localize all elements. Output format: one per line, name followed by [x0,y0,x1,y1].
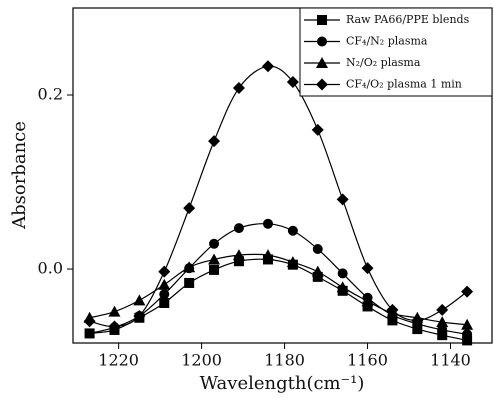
series-line [89,253,468,326]
data-point [208,253,221,265]
data-point [209,238,220,249]
data-point [387,315,398,326]
legend-marker [317,36,327,47]
data-point [208,135,221,148]
series-line [89,258,468,341]
data-point [232,82,245,95]
data-point [286,256,299,268]
data-point [362,301,373,312]
plot-frame [72,7,493,344]
data-point [386,303,399,316]
data-point [261,249,274,261]
data-point [337,268,348,279]
legend-box [299,7,493,97]
data-point [436,303,449,316]
data-point [158,265,171,278]
data-point [184,277,195,288]
x-tick-label: 1160 [347,351,388,370]
x-axis-label: Wavelength(cm⁻¹) [200,373,365,394]
data-point [361,262,374,275]
data-point [336,281,349,293]
y-tick-label: 0.2 [38,85,63,104]
y-tick-label: 0.0 [38,259,63,278]
data-point [159,289,170,300]
legend-marker [316,78,328,91]
data-point [133,294,146,306]
y-axis-label: Absorbance [9,121,30,230]
data-point [462,335,473,346]
data-point [108,320,121,333]
x-tick-label: 1140 [430,351,471,370]
data-point [261,60,274,73]
series-line [89,223,468,335]
data-point [437,324,448,335]
data-point [183,261,196,273]
data-point [287,225,298,236]
x-tick-label: 1180 [264,351,305,370]
data-point [461,318,474,330]
data-point [108,305,121,317]
x-tick-label: 1200 [181,351,222,370]
data-point [83,315,96,328]
data-point [233,256,244,267]
data-point [84,328,95,339]
legend-label: CF₄/O₂ plasma 1 min [346,78,462,91]
legend-label: CF₄/N₂ plasma [346,35,428,48]
data-point [158,278,171,290]
data-point [361,295,374,307]
legend-marker [316,57,328,68]
data-point [183,202,196,215]
data-point [286,75,299,88]
data-point [411,314,424,327]
series-line [89,65,468,328]
data-point [436,316,449,328]
data-point [159,297,170,308]
data-point [461,285,474,298]
data-point [311,123,324,136]
data-point [262,218,273,229]
legend-label: Raw PA66/PPE blends [346,13,470,26]
data-point [412,324,423,335]
data-point [462,329,473,340]
x-tick-label: 1220 [98,351,139,370]
data-point [233,223,244,234]
legend-marker [317,15,327,25]
data-point [312,271,323,282]
data-point [209,264,220,275]
legend-label: N₂/O₂ plasma [346,56,421,69]
data-point [437,330,448,341]
data-point [336,193,349,206]
data-point [312,244,323,255]
data-point [311,265,324,277]
data-point [133,310,146,323]
data-point [232,249,245,261]
